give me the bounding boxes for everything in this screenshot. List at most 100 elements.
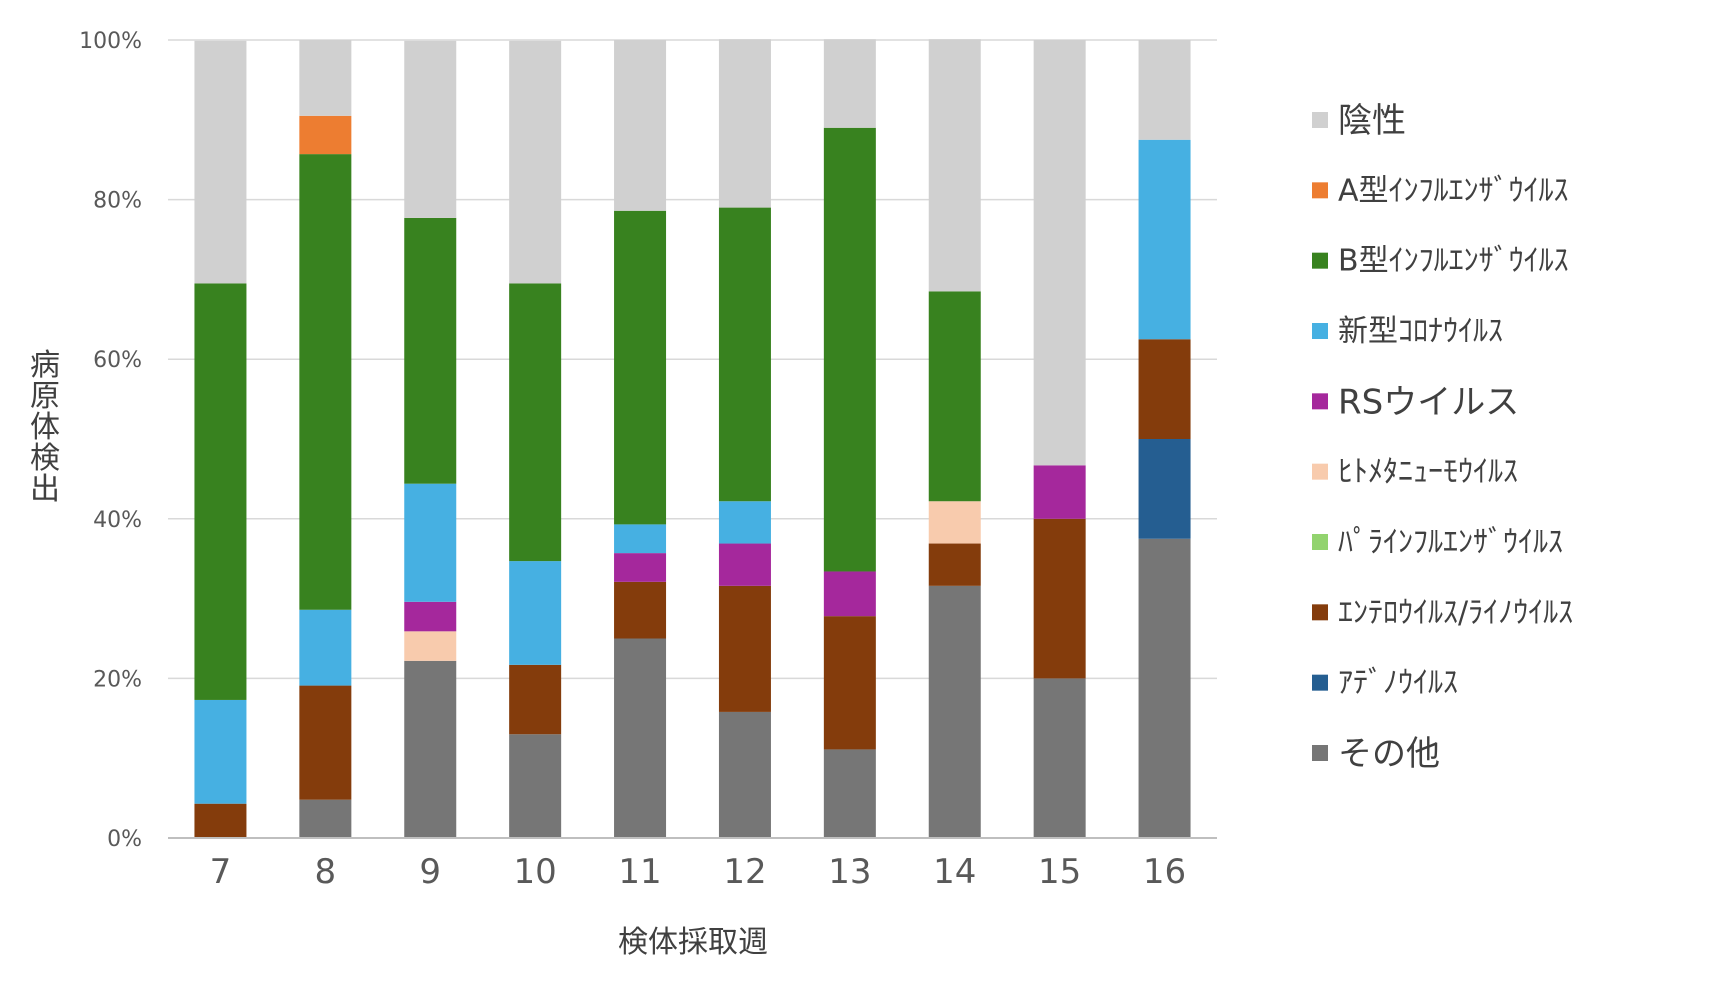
bar-segment <box>299 154 352 610</box>
bar-segment <box>404 483 457 602</box>
legend-swatch <box>1312 674 1328 691</box>
bar-segment <box>194 283 247 700</box>
y-tick-label: 80% <box>93 189 142 214</box>
bar-segment <box>614 581 667 639</box>
y-axis-title-char: 出 <box>30 472 60 507</box>
legend-swatch <box>1312 252 1328 269</box>
bar-segment <box>718 207 771 502</box>
legend-label: ﾊﾟﾗｲﾝﾌﾙｴﾝｻﾞｳｲﾙｽ <box>1338 525 1563 560</box>
legend[interactable]: 陰性 A型ｲﾝﾌﾙｴﾝｻﾞｳｲﾙｽ B型ｲﾝﾌﾙｴﾝｻﾞｳｲﾙｽ 新型ｺﾛﾅｳｲﾙｽ R… <box>1312 101 1573 774</box>
x-tick-label: 10 <box>514 852 557 892</box>
legend-swatch <box>1312 463 1328 480</box>
bar-segment <box>823 39 876 128</box>
legend-label: RSウイルス <box>1338 382 1519 422</box>
y-tick-label: 40% <box>93 508 142 533</box>
bar-segment <box>928 585 981 838</box>
x-tick-label: 15 <box>1038 852 1081 892</box>
bar-segment <box>823 571 876 617</box>
legend-label: ｱﾃﾞﾉｳｲﾙｽ <box>1338 666 1458 701</box>
bar-segment <box>823 127 876 572</box>
bar-segment <box>509 283 562 562</box>
legend-swatch <box>1312 604 1328 621</box>
bar-segment <box>718 585 771 712</box>
bar-segment <box>1138 439 1191 539</box>
legend-label: B型ｲﾝﾌﾙｴﾝｻﾞｳｲﾙｽ <box>1338 244 1569 279</box>
x-tick-label: 8 <box>315 852 337 892</box>
bar-segment <box>823 616 876 750</box>
bar-segment <box>509 561 562 665</box>
bar-segment <box>1033 465 1086 519</box>
x-tick-label: 9 <box>419 852 441 892</box>
bar-segment <box>299 685 352 800</box>
bar-segment <box>1033 40 1086 466</box>
y-axis-title-char: 体 <box>30 410 60 445</box>
y-axis-title-char: 病 <box>30 348 60 383</box>
bar-segment <box>614 553 667 582</box>
y-tick-label: 100% <box>79 29 142 54</box>
bar-segment <box>194 803 247 838</box>
bar-segment <box>509 734 562 838</box>
bar-segment <box>614 524 667 554</box>
x-tick-label: 13 <box>828 852 871 892</box>
bar-segment <box>928 39 981 292</box>
bar-segment <box>614 210 667 525</box>
legend-label: 新型ｺﾛﾅｳｲﾙｽ <box>1338 314 1503 349</box>
bar-segment <box>928 501 981 544</box>
legend-swatch <box>1312 182 1328 199</box>
bar-segment <box>404 601 457 632</box>
legend-swatch <box>1312 393 1328 410</box>
legend-label: その他 <box>1338 734 1440 774</box>
x-tick-label: 16 <box>1143 852 1186 892</box>
bar-segment <box>718 39 771 208</box>
legend-swatch <box>1312 323 1328 339</box>
bar-segment <box>1033 518 1086 679</box>
x-tick-label: 11 <box>618 852 661 892</box>
bar-segment <box>718 543 771 586</box>
x-tick-label: 7 <box>210 852 232 892</box>
bar-segment <box>194 699 247 804</box>
bar-segment <box>928 543 981 586</box>
bar-segment <box>299 799 352 838</box>
bar-segment <box>299 115 352 155</box>
y-tick-label: 60% <box>93 348 142 373</box>
x-tick-label: 12 <box>723 852 766 892</box>
axes: 0% 20% 40% 60% 80% 100% 7 8 9 10 11 12 13 14 15 16 <box>79 29 1217 892</box>
bar-segment <box>928 291 981 502</box>
bar-segment <box>194 40 247 284</box>
bars <box>194 39 1191 838</box>
bar-segment <box>823 749 876 838</box>
bar-segment <box>299 40 352 116</box>
bar-segment <box>404 40 457 218</box>
x-axis-title: 検体採取週 <box>618 925 768 960</box>
bar-segment <box>509 664 562 735</box>
bar-segment <box>1138 139 1191 340</box>
bar-segment <box>404 217 457 484</box>
bar-segment <box>299 609 352 686</box>
bar-segment <box>1033 678 1086 838</box>
x-tick-label: 14 <box>933 852 976 892</box>
y-tick-label: 0% <box>107 827 142 852</box>
legend-label: A型ｲﾝﾌﾙｴﾝｻﾞｳｲﾙｽ <box>1338 173 1569 208</box>
legend-swatch <box>1312 534 1328 550</box>
legend-label: ｴﾝﾃﾛｳｲﾙｽ/ﾗｲﾉｳｲﾙｽ <box>1338 595 1573 630</box>
y-tick-label: 20% <box>93 667 142 692</box>
bar-segment <box>1138 40 1191 140</box>
y-axis-title-char: 原 <box>30 379 60 414</box>
bar-segment <box>614 40 667 211</box>
bar-segment <box>718 501 771 544</box>
bar-segment <box>404 631 457 661</box>
legend-swatch <box>1312 745 1328 761</box>
bar-segment <box>718 711 771 838</box>
bar-segment <box>509 40 562 284</box>
bar-segment <box>614 638 667 838</box>
bar-segment <box>1138 339 1191 439</box>
legend-swatch <box>1312 112 1328 128</box>
legend-label: ﾋﾄﾒﾀﾆｭｰﾓｳｲﾙｽ <box>1338 455 1518 490</box>
bar-segment <box>1138 538 1191 838</box>
bar-segment <box>404 660 457 838</box>
y-axis-title-char: 検 <box>30 441 60 476</box>
legend-label: 陰性 <box>1338 101 1406 141</box>
